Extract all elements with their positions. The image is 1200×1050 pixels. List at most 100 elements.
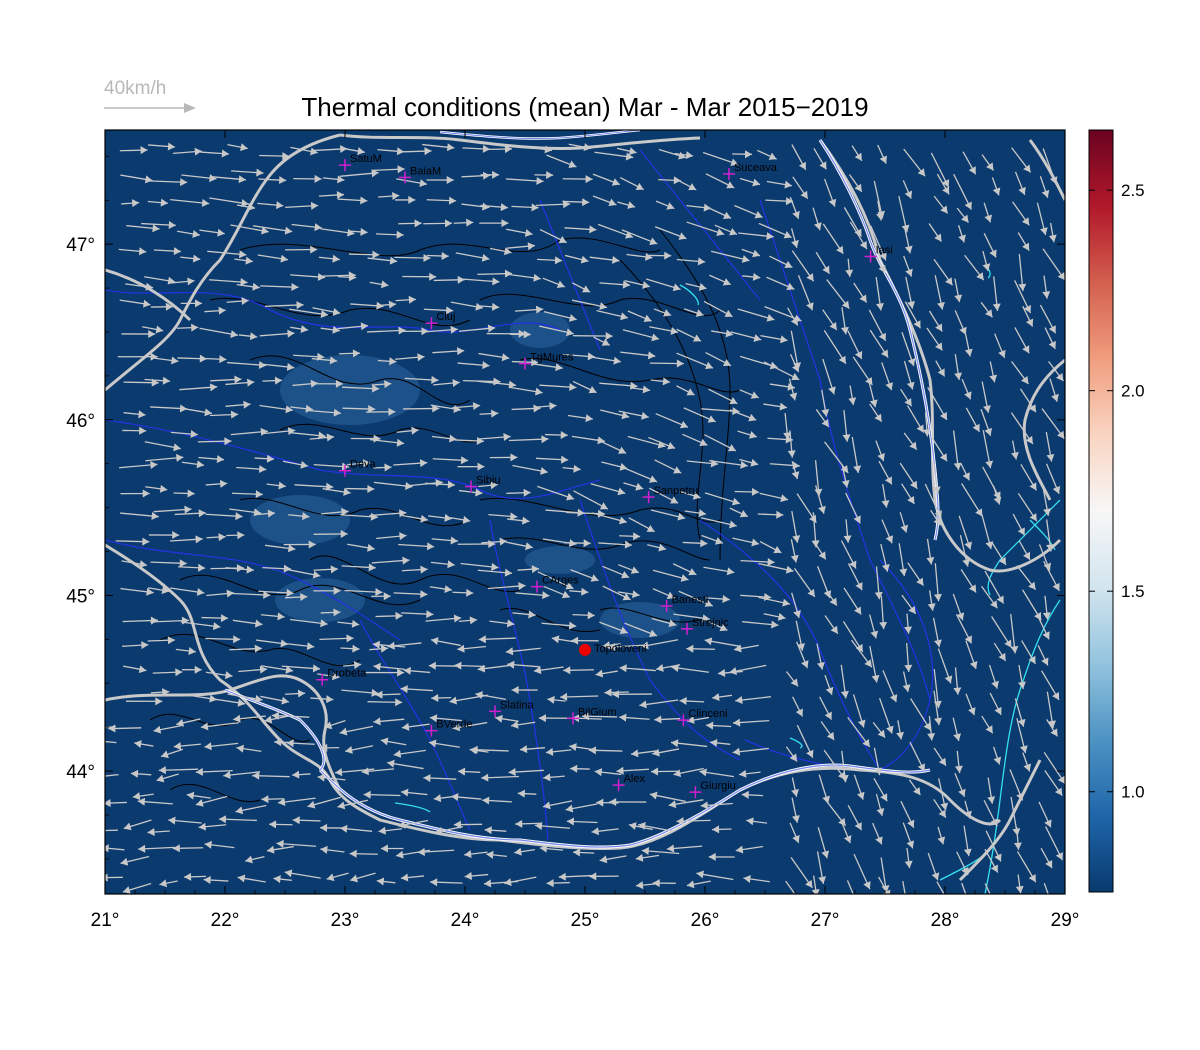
wind-arrow (741, 248, 761, 258)
wind-arrow (874, 254, 886, 274)
wind-arrow (678, 590, 713, 607)
wind-arrow (393, 590, 428, 599)
wind-arrow (363, 790, 401, 799)
wind-arrow (686, 644, 715, 653)
wind-arrow (679, 490, 701, 500)
wind-arrow (758, 222, 792, 239)
wind-arrow (645, 278, 681, 292)
wind-arrow (144, 276, 176, 285)
wind-arrow (237, 874, 266, 883)
wind-arrow (478, 352, 510, 362)
wind-arrow (787, 430, 796, 458)
wind-arrow (1038, 544, 1051, 571)
wind-arrow (933, 690, 942, 726)
wind-arrow (706, 721, 732, 730)
wind-arrow (849, 221, 868, 250)
station-label: TgMures (530, 352, 574, 364)
x-tick-label: 22° (211, 910, 240, 931)
wind-arrow (262, 376, 283, 385)
wind-arrow (207, 250, 247, 259)
colorbar-tick-label: 2.0 (1121, 382, 1145, 401)
wind-arrow (738, 769, 761, 778)
wind-arrow (517, 789, 537, 798)
wind-arrow (396, 178, 428, 187)
wind-arrow (123, 819, 152, 831)
wind-arrow (952, 593, 965, 621)
wind-arrow (765, 197, 794, 206)
station-marker: BVerde (425, 719, 472, 737)
wind-arrow (198, 822, 227, 831)
wind-arrow (138, 844, 175, 853)
wind-arrow (906, 405, 925, 433)
wind-arrow (309, 433, 335, 442)
wind-arrow (236, 465, 267, 474)
wind-arrow (539, 844, 564, 853)
wind-arrow (533, 363, 563, 372)
wind-arrow (537, 256, 563, 265)
highlight-station: Topoloveni (579, 643, 647, 656)
wind-arrow (596, 438, 627, 454)
wind-arrow (902, 822, 915, 849)
wind-arrow (429, 585, 452, 593)
wind-arrow (965, 407, 981, 433)
wind-arrow (935, 360, 946, 377)
wind-arrow (229, 508, 262, 517)
wind-arrow (560, 692, 599, 701)
wind-arrow (1019, 388, 1037, 413)
wind-arrow (739, 389, 759, 399)
wind-arrow (959, 534, 971, 567)
wind-arrow (452, 588, 474, 597)
wind-arrow (395, 195, 416, 204)
wind-arrow (369, 509, 407, 518)
wind-arrow (367, 326, 406, 335)
wind-arrow (547, 695, 566, 704)
wind-arrow (435, 826, 463, 835)
wind-arrow (902, 180, 913, 199)
wind-arrow (991, 542, 1007, 566)
wind-arrow (401, 565, 428, 574)
wind-arrow (792, 176, 809, 200)
wind-arrow (954, 354, 963, 381)
wind-arrow (121, 330, 156, 339)
wind-arrow (292, 816, 321, 825)
wind-arrow (345, 745, 374, 754)
wind-arrow (676, 385, 695, 396)
wind-arrow (546, 154, 577, 169)
wind-arrow (621, 229, 658, 245)
wind-arrow (337, 619, 360, 628)
wind-arrow (591, 827, 619, 836)
wind-arrow (477, 380, 517, 389)
wind-arrow (873, 747, 883, 776)
wind-arrow (982, 250, 991, 272)
wind-arrow (395, 295, 416, 304)
wind-arrow (121, 560, 148, 569)
wind-arrow (282, 642, 315, 651)
wind-arrow (791, 460, 800, 480)
wind-arrow (509, 386, 543, 396)
wind-arrow (283, 540, 316, 549)
wind-arrow (989, 361, 998, 383)
wind-arrow (288, 512, 310, 521)
wind-arrow (320, 743, 340, 752)
wind-arrow (430, 560, 455, 569)
wind-arrow (654, 226, 687, 240)
wind-arrow (899, 512, 909, 533)
wind-arrow (682, 433, 708, 447)
wind-arrow (581, 712, 618, 721)
wind-arrow (1042, 248, 1065, 281)
wind-arrow (704, 492, 741, 506)
wind-arrow (174, 509, 206, 518)
wind-arrow (848, 385, 857, 406)
wind-arrow (791, 777, 799, 797)
wind-arrow (317, 773, 346, 782)
wind-arrow (673, 613, 710, 623)
wind-arrow (321, 507, 349, 516)
wind-arrow (638, 822, 675, 833)
wind-arrow (461, 171, 491, 180)
wind-arrow (273, 875, 292, 884)
wind-arrow (424, 480, 455, 489)
colorbar-tick-label: 1.0 (1121, 783, 1145, 802)
station-marker: BaiaM (399, 165, 441, 184)
wind-arrow (937, 826, 946, 845)
wind-arrow (696, 870, 734, 881)
